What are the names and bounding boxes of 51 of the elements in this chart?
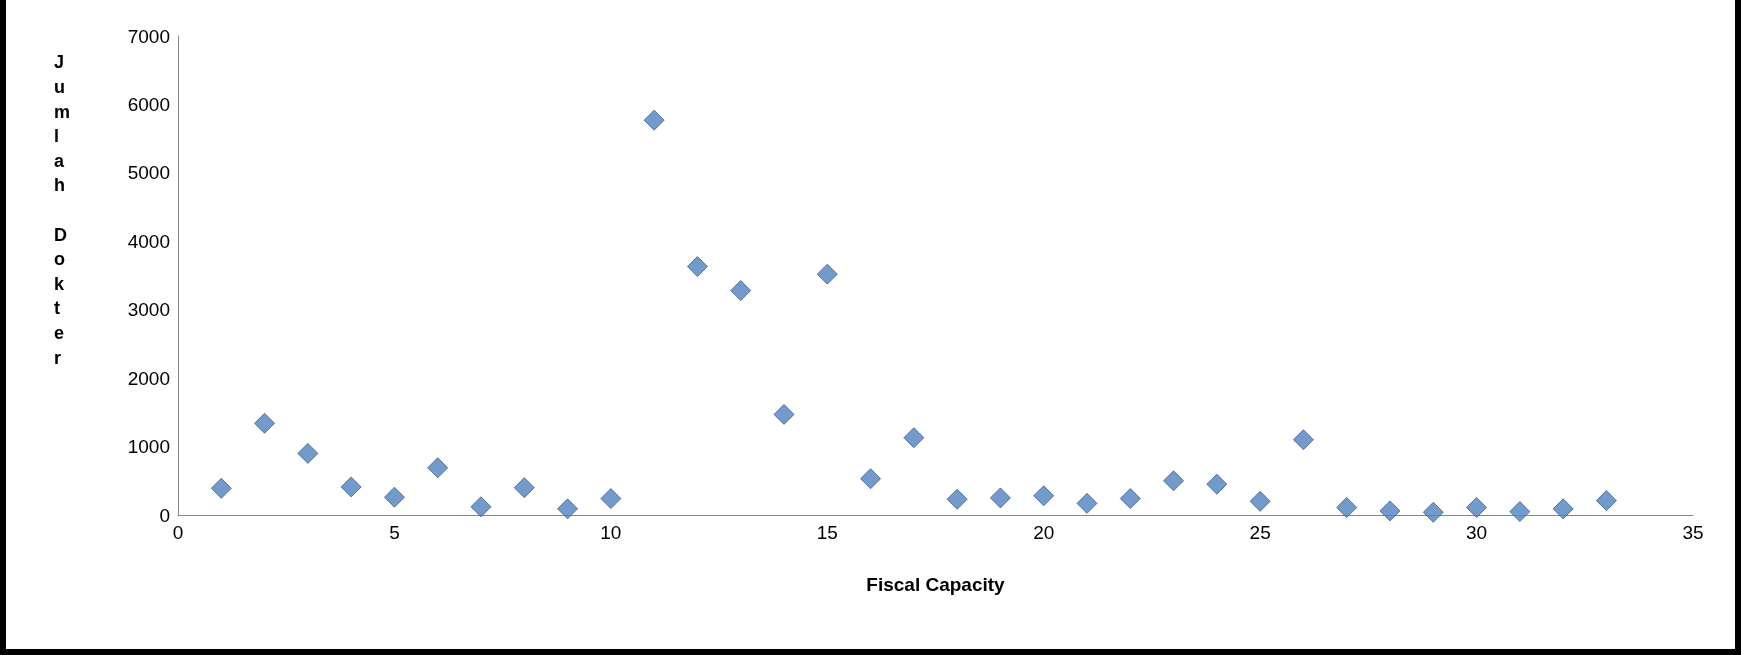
- x-tick-label: 5: [389, 522, 400, 543]
- point: [600, 488, 622, 510]
- point: [427, 457, 449, 479]
- point: [1422, 501, 1444, 523]
- point: [1292, 429, 1314, 451]
- point: [513, 477, 535, 499]
- x-tick-label: 0: [172, 522, 184, 543]
- x-tick-label: 25: [1249, 522, 1271, 543]
- point: [340, 476, 362, 498]
- point: [989, 487, 1011, 509]
- x-tick-label: 30: [1466, 522, 1488, 543]
- point: [773, 403, 795, 425]
- point: [210, 477, 232, 499]
- y-tick-label: 1000: [127, 436, 170, 458]
- x-tick-label: 15: [816, 522, 838, 543]
- point: [643, 109, 665, 131]
- point: [946, 488, 968, 510]
- point: [1595, 490, 1617, 512]
- y-tick-label: 5000: [127, 162, 170, 184]
- point: [1119, 488, 1141, 510]
- text: Jumlah Dokter: [54, 52, 71, 368]
- x-tick-label: 35: [1682, 522, 1704, 543]
- point: [383, 486, 405, 508]
- point: [254, 412, 276, 434]
- point: [557, 498, 579, 520]
- y-tick-label: 2000: [127, 367, 170, 389]
- x-tick-label: 10: [600, 522, 622, 543]
- point: [1076, 492, 1098, 514]
- point: [1249, 490, 1271, 512]
- point: [1033, 485, 1055, 507]
- point: [1206, 473, 1228, 495]
- point: [1336, 496, 1358, 518]
- point: [297, 442, 319, 464]
- point: [816, 263, 838, 285]
- y-tick-label: 3000: [127, 299, 170, 321]
- y-tick-label: 4000: [127, 230, 170, 252]
- point: [1466, 496, 1488, 518]
- point: [903, 427, 925, 449]
- y-tick-label: 0: [159, 504, 170, 526]
- y-tick-label: 6000: [127, 93, 170, 115]
- x-axis-title: Fiscal Capacity: [866, 574, 1006, 595]
- y-tick-label: 7000: [127, 25, 170, 47]
- point: [1552, 498, 1574, 520]
- point: [730, 280, 752, 302]
- point: [686, 256, 708, 278]
- point: [1379, 500, 1401, 522]
- point: [860, 468, 882, 490]
- point: [1509, 501, 1531, 523]
- point: [1163, 470, 1185, 492]
- x-tick-label: 20: [1033, 522, 1055, 543]
- point: [470, 496, 492, 518]
